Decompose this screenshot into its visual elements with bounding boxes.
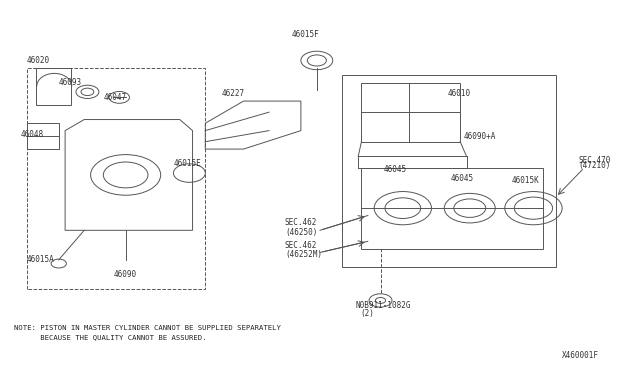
Text: 46015E: 46015E [173, 159, 201, 169]
Text: 46227: 46227 [221, 89, 244, 98]
Text: NOTE: PISTON IN MASTER CYLINDER CANNOT BE SUPPLIED SEPARATELY: NOTE: PISTON IN MASTER CYLINDER CANNOT B… [14, 325, 281, 331]
Text: (47210): (47210) [578, 161, 611, 170]
Text: N0B911-1082G: N0B911-1082G [355, 301, 410, 311]
Text: SEC.470: SEC.470 [578, 155, 611, 165]
Text: 46015A: 46015A [27, 255, 54, 264]
Text: SEC.462: SEC.462 [285, 218, 317, 227]
Text: 46045: 46045 [384, 165, 407, 174]
Text: 46010: 46010 [447, 89, 470, 98]
Text: (46252M): (46252M) [285, 250, 322, 259]
Text: 46090: 46090 [114, 270, 137, 279]
Text: X460001F: X460001F [562, 351, 599, 360]
Text: 46045: 46045 [451, 174, 474, 183]
Text: 46048: 46048 [20, 130, 44, 139]
Text: (2): (2) [361, 309, 375, 318]
Text: 46015K: 46015K [511, 176, 539, 185]
Text: (46250): (46250) [285, 228, 317, 237]
Text: 46047: 46047 [103, 93, 127, 102]
Text: 46015F: 46015F [291, 30, 319, 39]
Text: 46090+A: 46090+A [463, 132, 496, 141]
Text: SEC.462: SEC.462 [285, 241, 317, 250]
Text: 46020: 46020 [27, 56, 50, 65]
Text: 46093: 46093 [59, 78, 82, 87]
Text: BECAUSE THE QUALITY CANNOT BE ASSURED.: BECAUSE THE QUALITY CANNOT BE ASSURED. [14, 334, 207, 340]
